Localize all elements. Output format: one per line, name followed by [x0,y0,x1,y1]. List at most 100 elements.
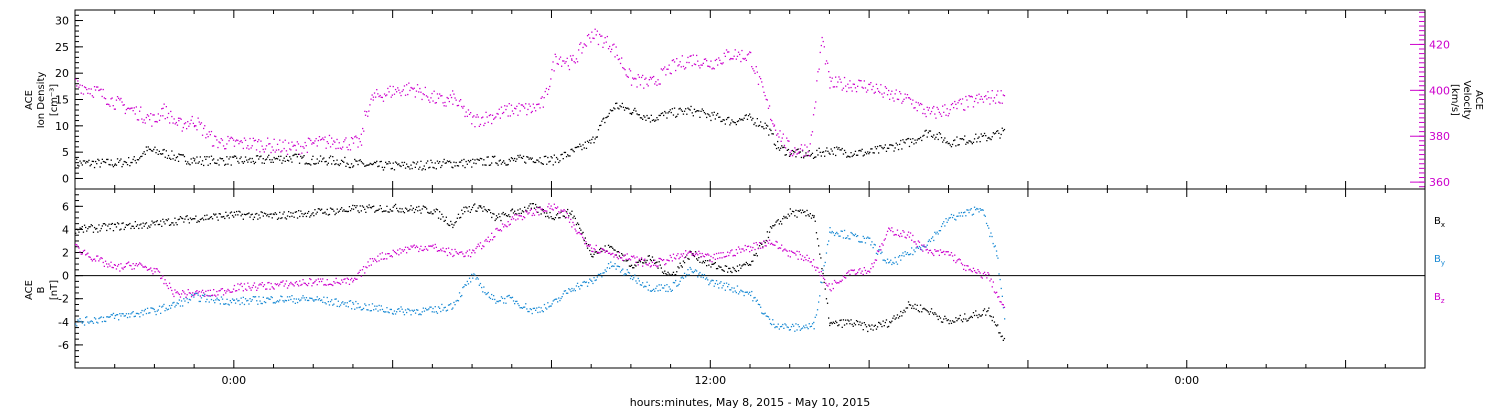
velocity-point [946,108,948,110]
density-point [660,112,662,115]
velocity-point [906,94,909,96]
field-point-bx [560,211,562,213]
field-point-bx [622,254,624,256]
field-point-by [352,301,354,304]
field-point-bx [356,205,358,207]
field-point-bz [986,277,988,279]
density-point [972,141,975,143]
field-point-bx [567,208,569,211]
velocity-point [199,123,201,125]
field-point-by [298,298,300,300]
density-point [318,160,321,162]
field-point-by [501,297,504,299]
field-point-bx [990,315,992,318]
field-point-bz [988,273,990,275]
velocity-point [864,87,867,89]
field-point-bx [899,315,901,317]
field-point-bz [116,265,119,267]
field-point-bz [541,208,543,210]
field-point-bx [124,226,126,228]
field-point-by [349,300,352,302]
field-point-by [445,310,447,312]
field-point-bx [292,212,294,214]
field-point-bz [257,287,259,289]
density-point [468,161,471,163]
field-point-by [93,317,96,319]
field-point-bz [514,214,516,216]
field-point-bz [196,290,198,292]
velocity-point [966,99,968,101]
field-point-bz [122,268,124,270]
velocity-point [668,64,670,66]
velocity-point [965,95,967,98]
velocity-point [194,125,196,127]
field-point-by [357,303,359,305]
field-point-bz [606,250,608,252]
field-point-bz [108,263,110,265]
field-point-bx [378,208,380,210]
field-point-by [724,289,726,291]
velocity-point [265,145,268,147]
field-point-bx [419,209,421,211]
density-point [945,142,947,144]
field-point-bx [410,205,412,207]
field-tick-label: 4 [62,223,69,236]
field-point-bx [505,215,508,217]
field-point-bx [873,325,875,327]
field-point-bx [399,207,401,210]
field-point-bz [198,290,200,293]
density-point [573,151,575,153]
velocity-point [415,90,418,92]
density-point [525,162,527,164]
density-point [672,114,675,116]
velocity-point [925,115,927,118]
field-point-by [899,255,901,257]
field-point-bz [516,214,518,216]
field-point-bz [848,270,850,272]
field-point-bz [725,255,728,257]
field-point-by [839,235,841,237]
field-point-bz [637,264,639,266]
field-point-bz [475,247,477,250]
velocity-point [342,146,344,148]
field-point-by [361,308,364,311]
field-point-bz [462,253,464,255]
velocity-point [735,58,737,60]
velocity-point [948,112,950,115]
field-point-bx [347,210,349,213]
velocity-point [536,103,538,106]
field-point-by [163,303,165,306]
density-point [597,129,600,131]
field-point-bx [775,221,777,223]
velocity-point [296,141,298,143]
velocity-point [933,105,935,108]
field-point-by [180,300,183,302]
density-point [860,150,862,152]
field-point-bx [518,212,520,215]
density-point [719,116,721,118]
field-point-bx [300,210,302,212]
field-point-bx [917,310,919,312]
field-point-bz [419,248,421,250]
field-point-bz [98,260,100,262]
field-point-bx [145,222,148,224]
field-point-bz [760,247,762,249]
field-point-bx [237,214,239,216]
field-point-bx [498,213,500,215]
density-point [714,118,716,120]
velocity-point [468,113,471,115]
field-point-bz [597,251,600,254]
velocity-point [622,67,624,69]
density-point [865,153,868,155]
velocity-point [508,103,510,105]
field-axis-title-2: B [36,286,47,293]
field-point-by [110,314,112,316]
field-point-by [1000,287,1002,290]
density-point [121,166,123,168]
density-point [253,162,255,165]
density-point [133,156,135,158]
field-point-by [960,211,963,214]
velocity-point [249,137,251,140]
density-point [986,140,988,142]
velocity-point [131,107,133,109]
